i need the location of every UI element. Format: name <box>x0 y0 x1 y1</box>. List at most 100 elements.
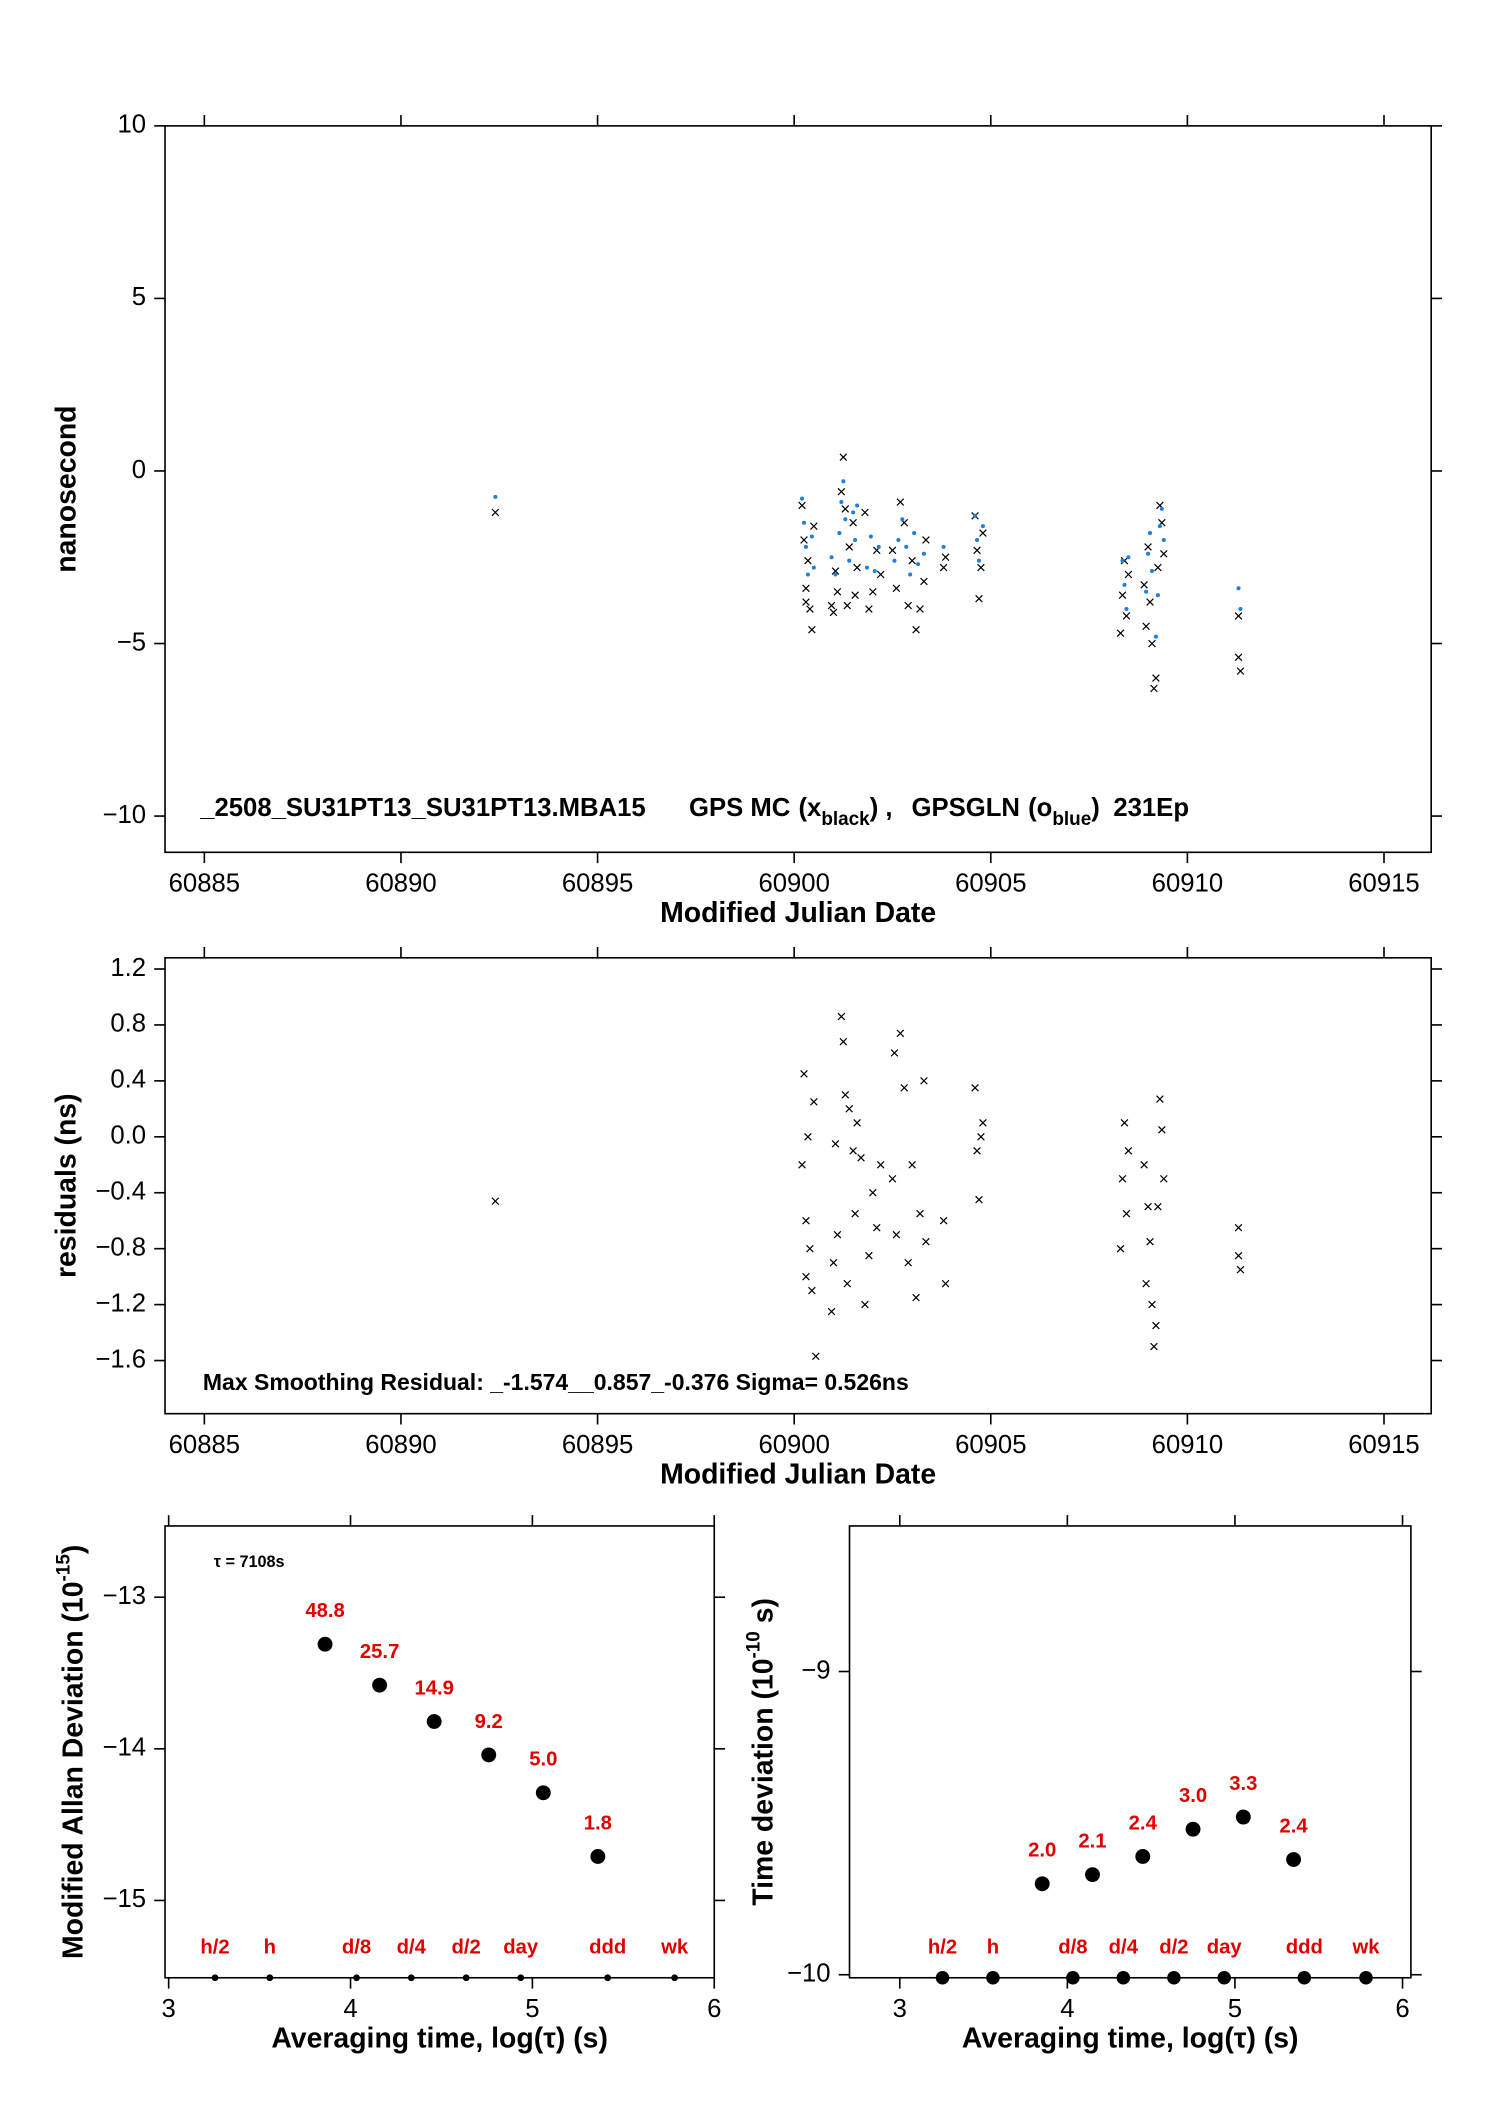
point <box>833 587 842 596</box>
point <box>1156 1095 1164 1103</box>
y-tick-label: −9 <box>801 1656 830 1684</box>
y-axis-label-sup: -15 <box>53 1554 74 1581</box>
point <box>1185 1821 1201 1837</box>
point <box>1144 589 1149 594</box>
point <box>868 534 873 539</box>
point <box>904 601 913 610</box>
point <box>1144 1202 1152 1211</box>
reference-label: ddd <box>1286 1936 1323 1958</box>
point <box>1116 1244 1125 1253</box>
point <box>1159 1174 1168 1183</box>
point <box>1142 622 1150 631</box>
point <box>808 625 816 634</box>
point-label: 2.4 <box>1279 1815 1308 1837</box>
x-tick-label: 3 <box>893 1995 907 2023</box>
reference-label: day <box>503 1936 539 1958</box>
x-tick-label: 60890 <box>365 1431 436 1459</box>
point <box>1159 506 1164 511</box>
point <box>976 558 982 563</box>
point <box>1234 653 1243 662</box>
y-tick-label: −10 <box>787 1960 831 1988</box>
point <box>804 556 812 565</box>
point <box>979 529 987 537</box>
reference-dot <box>935 1971 950 1985</box>
y-tick-label: 0.4 <box>110 1066 146 1094</box>
point <box>1149 569 1155 574</box>
point-label: 3.3 <box>1229 1773 1257 1795</box>
point <box>833 572 838 577</box>
reference-label: h <box>987 1936 999 1958</box>
reference-dot <box>353 1974 360 1982</box>
point <box>975 1195 983 1204</box>
point <box>841 1091 850 1099</box>
point <box>864 565 869 570</box>
plot-frame <box>164 125 1432 854</box>
point <box>916 562 921 567</box>
x-tick-label: 6 <box>1395 1995 1409 2023</box>
reference-label: ddd <box>589 1936 626 1958</box>
point <box>535 1785 551 1801</box>
point <box>849 518 857 527</box>
point <box>973 1146 981 1155</box>
reference-label: d/4 <box>1109 1936 1139 1958</box>
point <box>827 1307 836 1316</box>
y-tick-label: 10 <box>118 111 147 139</box>
reference-dot <box>671 1974 678 1982</box>
point <box>1236 1265 1245 1274</box>
x-tick-label: 4 <box>1060 1995 1074 2023</box>
point <box>843 601 852 610</box>
legend-symbol-end: ) <box>1091 794 1100 822</box>
reference-dot <box>1167 1971 1181 1985</box>
point <box>810 1098 818 1106</box>
point <box>803 544 809 549</box>
point <box>1140 581 1148 589</box>
point <box>806 1244 814 1253</box>
y-axis-label-text: residuals (ns) <box>50 1093 82 1278</box>
legend-name: GPSGLN <box>911 794 1019 822</box>
point <box>900 517 905 522</box>
point <box>802 1272 810 1281</box>
point <box>839 1037 848 1046</box>
point <box>912 531 917 536</box>
point <box>800 1070 808 1078</box>
point <box>800 496 805 501</box>
x-tick-label: 60915 <box>1348 870 1419 898</box>
point <box>920 577 928 586</box>
point <box>1124 570 1133 579</box>
x-tick-label: 60910 <box>1152 870 1223 898</box>
point <box>1122 612 1131 620</box>
point <box>861 508 869 517</box>
point <box>1150 1342 1158 1351</box>
point <box>869 587 877 596</box>
point <box>1120 558 1125 563</box>
legend-symbol-sub: blue <box>1052 809 1091 830</box>
point-label: 25.7 <box>360 1641 399 1663</box>
point <box>912 1293 920 1302</box>
point <box>808 1286 816 1295</box>
x-tick-label: 4 <box>343 1995 357 2023</box>
point <box>1034 1876 1050 1892</box>
reference-dot <box>407 1974 415 1982</box>
point <box>811 565 816 570</box>
point-label: 14.9 <box>414 1677 453 1699</box>
point <box>876 544 881 549</box>
point <box>857 1153 865 1162</box>
point <box>1155 593 1160 598</box>
point <box>849 1146 857 1155</box>
x-tick-label: 60890 <box>365 870 436 898</box>
point <box>939 563 948 572</box>
point <box>802 1216 810 1225</box>
plot-frame <box>848 1525 1412 1979</box>
y-axis-label-text: nanosecond <box>50 405 82 572</box>
point-label: 3.0 <box>1179 1785 1207 1807</box>
y-axis-label: Time deviation (10-10 s) <box>743 1598 779 1906</box>
point <box>941 544 946 549</box>
point <box>892 584 901 593</box>
point <box>855 503 860 508</box>
point <box>853 1119 861 1127</box>
point <box>806 605 814 613</box>
point <box>896 498 905 506</box>
point <box>971 1084 979 1092</box>
point <box>876 1160 885 1169</box>
point <box>1146 598 1154 606</box>
